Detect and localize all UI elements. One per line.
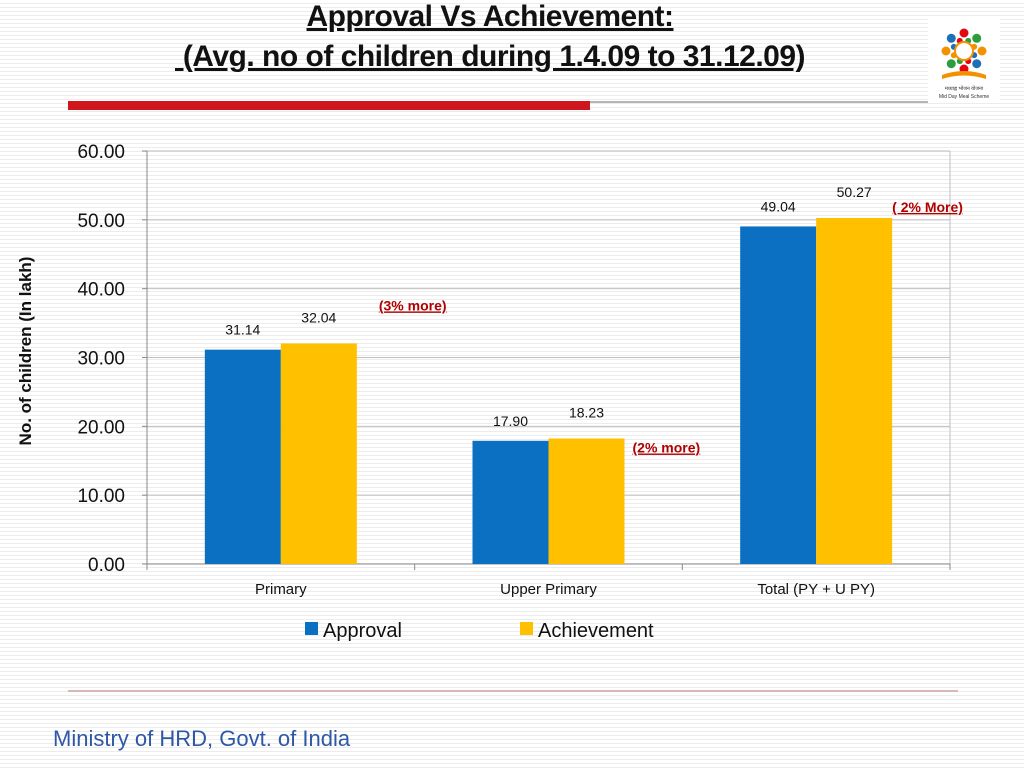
percent-more-annotation: (2% more) (633, 440, 701, 456)
data-label: 50.27 (837, 184, 872, 200)
logo-figure-head (977, 46, 987, 56)
legend-swatch-achievement (520, 622, 533, 635)
bar-achievement-2 (816, 217, 893, 564)
logo-figure-head (941, 46, 951, 56)
y-tick-label: 60.00 (77, 142, 125, 163)
logo-figure-head (959, 28, 969, 38)
x-category-label: Total (PY + U PY) (757, 581, 875, 598)
y-tick-label: 20.00 (77, 417, 125, 438)
y-tick-label: 0.00 (88, 555, 125, 576)
percent-more-annotation: ( 2% More) (892, 199, 963, 215)
logo-figure-head (972, 33, 982, 43)
slide-title-line2: (Avg. no of children during 1.4.09 to 31… (174, 40, 806, 73)
data-label: 17.90 (493, 413, 528, 429)
logo-figure-head (972, 59, 982, 69)
logo-english-text: Mid Day Meal Scheme (939, 94, 990, 100)
y-tick-label: 50.00 (77, 211, 125, 232)
bar-chart: 0.00 10.00 20.00 30.00 40.00 50.00 60.00 Primar… (16, 142, 963, 642)
title-accent-rule (68, 101, 590, 110)
y-tick-label: 10.00 (77, 486, 125, 507)
mid-day-meal-logo: मध्याह्न भोजन योजना Mid Day Meal Scheme (928, 17, 1000, 103)
x-category-label: Primary (255, 581, 307, 598)
y-tick-label: 40.00 (77, 280, 125, 301)
logo-figure-head (946, 59, 956, 69)
footer-text: Ministry of HRD, Govt. of India (53, 726, 351, 751)
legend-label-approval: Approval (323, 620, 402, 642)
logo-hindi-text: मध्याह्न भोजन योजना (945, 85, 984, 92)
bars (204, 217, 893, 564)
logo-figure-head (946, 33, 956, 43)
legend-label-achievement: Achievement (538, 620, 654, 642)
x-category-label: Upper Primary (500, 581, 597, 598)
data-label: 49.04 (761, 198, 796, 214)
bar-approval-0 (204, 349, 281, 564)
bar-approval-1 (472, 440, 549, 564)
percent-more-annotation: (3% more) (379, 297, 447, 313)
legend: Approval Achievement (305, 620, 654, 642)
footer-divider (68, 690, 958, 692)
y-tick-label: 30.00 (77, 349, 125, 370)
bar-achievement-0 (280, 343, 357, 564)
slide-title-line1: Approval Vs Achievement: (306, 0, 675, 33)
data-labels: 31.14 32.04 (3% more) 17.90 18.23 (2% more) 49… (225, 184, 963, 456)
data-label: 32.04 (301, 309, 336, 325)
bar-approval-2 (740, 226, 817, 564)
bar-achievement-1 (548, 438, 625, 564)
legend-swatch-approval (305, 622, 318, 635)
y-axis-title: No. of children (In lakh) (16, 257, 35, 446)
title-divider-rule (590, 101, 930, 103)
data-label: 31.14 (225, 322, 260, 338)
data-label: 18.23 (569, 405, 604, 421)
